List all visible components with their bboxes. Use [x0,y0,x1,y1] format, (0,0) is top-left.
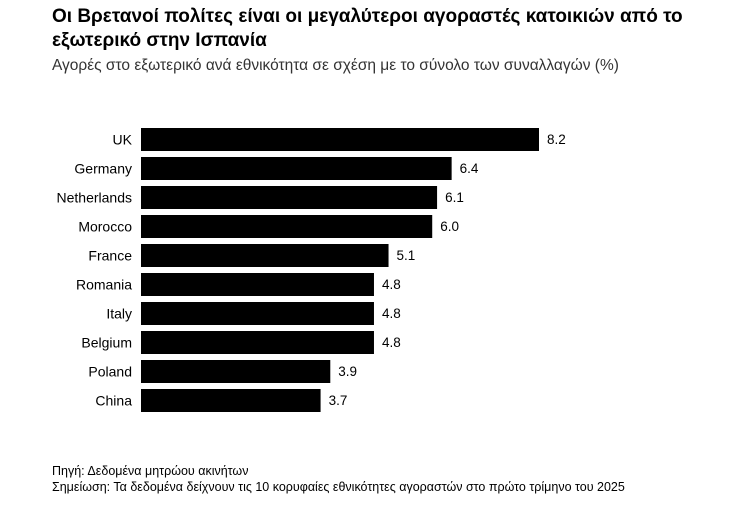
value-label: 5.1 [397,248,416,263]
bar-uk [141,128,539,151]
bar-france [141,244,389,267]
bar-romania [141,273,374,296]
chart-subtitle: Αγορές στο εξωτερικό ανά εθνικότητα σε σ… [52,57,619,74]
category-label: China [95,393,132,409]
value-label: 4.8 [382,335,401,350]
value-label: 4.8 [382,277,401,292]
bar-belgium [141,331,374,354]
category-label: Morocco [78,219,132,235]
bar-china [141,389,321,412]
bar-morocco [141,215,433,238]
category-label: Poland [88,364,132,380]
category-label: Belgium [81,335,132,351]
category-label: France [88,248,132,264]
bar-netherlands [141,186,438,209]
value-label: 3.7 [329,393,348,408]
data-note: Σημείωση: Τα δεδομένα δείχνουν τις 10 κο… [52,480,625,494]
value-label: 4.8 [382,306,401,321]
category-label: Italy [106,306,132,322]
bars-layer: UK 8.2 Germany 6.4 Netherlands 6.1 Morocco 6.0 F… [57,128,566,412]
value-label: 6.0 [440,219,459,234]
value-label: 3.9 [338,364,357,379]
chart-title: Οι Βρετανοί πολίτες είναι οι μεγαλύτεροι… [52,6,683,51]
value-label: 6.4 [460,161,479,176]
bar-italy [141,302,374,325]
bar-germany [141,157,452,180]
chart-footer: Πηγή: Δεδομένα μητρώου ακινήτων Σημείωση… [52,463,742,495]
value-label: 6.1 [445,190,464,205]
source-note: Πηγή: Δεδομένα μητρώου ακινήτων [52,464,249,478]
category-label: Germany [74,161,132,177]
category-label: Netherlands [57,190,133,206]
value-label: 8.2 [547,132,566,147]
category-label: Romania [76,277,132,293]
bar-poland [141,360,331,383]
category-label: UK [113,132,133,148]
